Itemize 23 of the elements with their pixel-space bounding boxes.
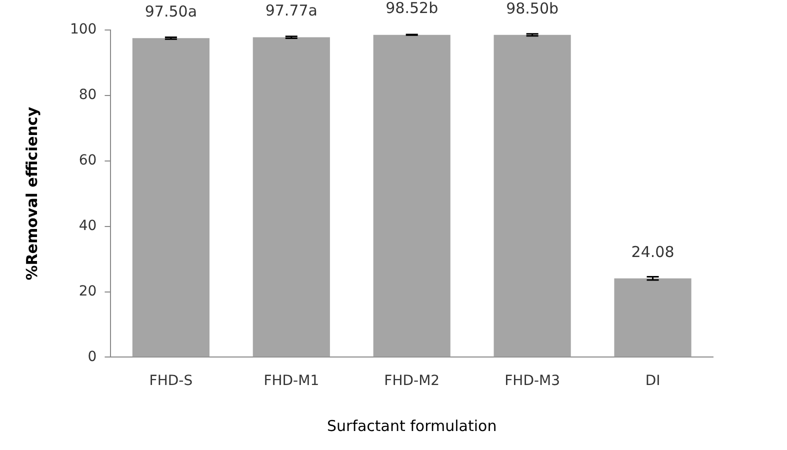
bar — [494, 34, 571, 357]
y-tick-label: 0 — [88, 348, 97, 365]
x-tick-label: FHD-M1 — [264, 373, 320, 390]
y-axis-title: %Removal efficiency — [22, 106, 41, 280]
y-tick-label: 60 — [78, 152, 97, 169]
y-tick-label: 40 — [78, 218, 97, 234]
bar — [373, 34, 450, 357]
x-tick-label: DI — [645, 373, 660, 390]
y-tick-label: 100 — [70, 22, 97, 38]
y-tick-label: 80 — [78, 87, 97, 104]
data-label: 98.52b — [386, 0, 438, 18]
data-label: 98.50b — [506, 0, 559, 18]
x-axis-title: Surfactant formulation — [327, 416, 497, 435]
data-label: 97.50a — [144, 2, 198, 21]
x-tick-label: FHD-S — [149, 373, 193, 390]
x-tick-label: FHD-M3 — [504, 373, 560, 390]
data-label: 24.08 — [631, 242, 674, 261]
x-tick-label: FHD-M2 — [384, 373, 440, 390]
bar — [252, 37, 330, 357]
bar — [132, 38, 210, 357]
bar — [614, 278, 692, 357]
data-label: 97.77a — [265, 2, 318, 20]
y-tick-label: 20 — [78, 283, 97, 300]
